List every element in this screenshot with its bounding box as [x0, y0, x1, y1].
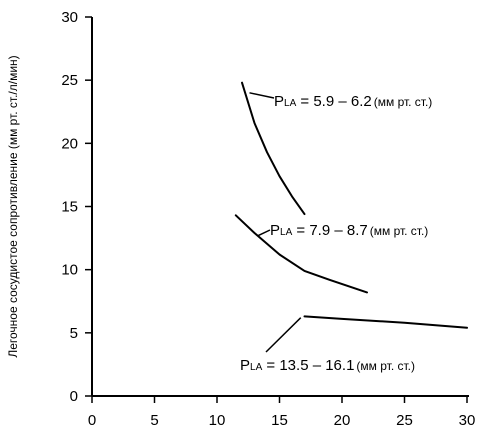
x-tick-label: 30	[459, 412, 476, 429]
annotations: PLA = 5.9 – 6.2 (мм рт. ст.) PLA = 7.9 – …	[240, 93, 432, 374]
y-tick-label: 5	[70, 325, 78, 342]
annotation-leader-2	[257, 229, 271, 237]
annotation-3-sub: LA	[250, 362, 263, 373]
annotation-2-unit: (мм рт. ст.)	[370, 224, 429, 238]
x-tick-label: 0	[88, 412, 96, 429]
annotation-3-p: P	[240, 357, 250, 374]
annotation-label-1: PLA = 5.9 – 6.2 (мм рт. ст.)	[274, 93, 432, 110]
annotation-1-range: = 5.9 – 6.2	[296, 93, 371, 110]
x-tick-label: 20	[334, 412, 351, 429]
y-tick-label: 30	[61, 9, 78, 26]
annotation-leader-3	[265, 317, 302, 353]
y-tick-label: 15	[61, 199, 78, 216]
series-line-1	[241, 81, 306, 216]
x-tick-label: 5	[150, 412, 158, 429]
annotation-label-3: PLA = 13.5 – 16.1 (мм рт. ст.)	[240, 357, 415, 374]
x-tick-label: 15	[271, 412, 288, 429]
annotation-3-unit: (мм рт. ст.)	[356, 359, 415, 373]
annotation-1-sub: LA	[284, 98, 297, 109]
series-group	[234, 81, 468, 329]
tick-labels: 0 5 10 15 20 25 30 0 5 10 15 20 25 30	[61, 9, 475, 429]
x-tick-label: 25	[396, 412, 413, 429]
y-tick-label: 25	[61, 72, 78, 89]
annotation-leader-1	[249, 92, 275, 99]
annotation-2-sub: LA	[280, 227, 293, 238]
annotation-3-range: = 13.5 – 16.1	[262, 357, 354, 374]
y-axis-label: Легочное сосудистое сопротивление (мм рт…	[6, 55, 20, 357]
axes	[91, 17, 469, 397]
series-line-3	[303, 315, 468, 329]
annotation-leaders	[249, 92, 302, 353]
x-tick-label: 10	[209, 412, 226, 429]
annotation-2-p: P	[270, 222, 280, 239]
annotation-label-2: PLA = 7.9 – 8.7 (мм рт. ст.)	[270, 222, 428, 239]
annotation-1-p: P	[274, 93, 284, 110]
annotation-2-range: = 7.9 – 8.7	[292, 222, 367, 239]
ticks	[85, 16, 468, 403]
annotation-1-unit: (мм рт. ст.)	[374, 95, 433, 109]
y-tick-label: 0	[70, 388, 78, 405]
series-line-2	[234, 214, 368, 294]
y-tick-label: 20	[61, 135, 78, 152]
y-tick-label: 10	[61, 262, 78, 279]
